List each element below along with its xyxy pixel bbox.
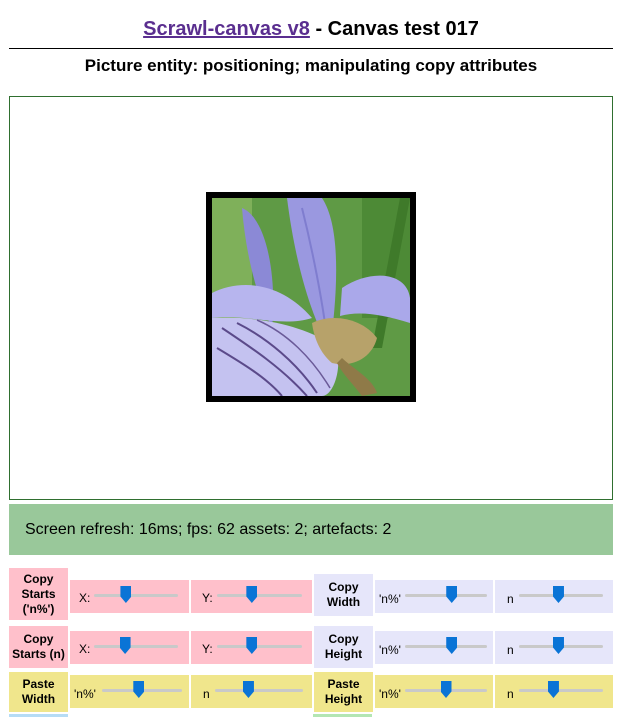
page-title: Scrawl-canvas v8 - Canvas test 017 bbox=[9, 18, 613, 41]
paste-width-pct-cell: 'n%' bbox=[70, 675, 189, 708]
copy-starts-pct-label: Copy Starts ('n%') bbox=[9, 568, 68, 620]
label-line: Paste bbox=[22, 677, 55, 691]
label-line: Starts bbox=[21, 586, 56, 601]
control-row-1: Copy Starts ('n%') X: Y: Copy Width 'n%'… bbox=[9, 568, 613, 620]
paste-width-pct-slider[interactable] bbox=[133, 681, 145, 698]
copy-height-n-label: n bbox=[507, 643, 514, 657]
status-report: Screen refresh: 16ms; fps: 62 assets: 2;… bbox=[9, 504, 613, 555]
copy-height-pct-track[interactable] bbox=[405, 645, 487, 648]
copy-starts-n-y-label: Y: bbox=[202, 642, 213, 656]
copy-starts-pct-y-track[interactable] bbox=[217, 594, 302, 597]
copy-starts-pct-x-label: X: bbox=[79, 591, 91, 605]
copy-width-pct-track[interactable] bbox=[405, 594, 487, 597]
copy-height-pct-label: 'n%' bbox=[379, 643, 401, 657]
paste-height-n-label: n bbox=[507, 687, 514, 701]
scrawl-canvas-link[interactable]: Scrawl-canvas v8 bbox=[143, 18, 310, 40]
copy-width-label: Copy Width bbox=[314, 574, 373, 616]
copy-width-pct-cell: 'n%' bbox=[375, 580, 493, 613]
label-line: Copy bbox=[328, 580, 359, 594]
copy-starts-n-y-track[interactable] bbox=[217, 645, 302, 648]
copy-width-n-slider[interactable] bbox=[552, 586, 564, 603]
page-subtitle: Picture entity: positioning; manipulatin… bbox=[84, 56, 538, 75]
page-title-text: - Canvas test 017 bbox=[309, 18, 479, 40]
copy-height-label: Copy Height bbox=[314, 626, 373, 668]
copy-starts-pct-x-cell: X: bbox=[70, 580, 189, 613]
control-row-3: Paste Width 'n%' n Paste Height 'n%' n bbox=[9, 672, 613, 712]
paste-height-n-cell: n bbox=[495, 675, 613, 708]
copy-starts-n-y-cell: Y: bbox=[191, 631, 312, 664]
picture-entity[interactable] bbox=[206, 192, 416, 402]
copy-starts-n-x-slider[interactable] bbox=[119, 637, 131, 654]
copy-starts-pct-x-track[interactable] bbox=[94, 594, 178, 597]
copy-starts-pct-y-cell: Y: bbox=[191, 580, 312, 613]
next-row-label-edge bbox=[9, 714, 68, 717]
copy-width-n-cell: n bbox=[495, 580, 613, 613]
label-line: Width bbox=[21, 692, 56, 706]
copy-starts-n-y-slider[interactable] bbox=[246, 637, 258, 654]
paste-height-n-track[interactable] bbox=[519, 689, 603, 692]
paste-width-n-cell: n bbox=[191, 675, 312, 708]
iris-flower-image bbox=[212, 198, 410, 396]
copy-starts-n-x-label: X: bbox=[79, 642, 91, 656]
paste-height-pct-slider[interactable] bbox=[440, 681, 452, 698]
copy-starts-pct-y-slider[interactable] bbox=[246, 586, 258, 603]
paste-height-label: Paste Height bbox=[314, 672, 373, 712]
paste-height-pct-cell: 'n%' bbox=[375, 675, 493, 708]
paste-width-label: Paste Width bbox=[9, 672, 68, 712]
label-line: Height bbox=[324, 692, 363, 706]
copy-height-n-slider[interactable] bbox=[552, 637, 564, 654]
paste-width-pct-label: 'n%' bbox=[74, 687, 96, 701]
copy-starts-n-x-track[interactable] bbox=[94, 645, 178, 648]
label-line: Height bbox=[324, 647, 363, 661]
copy-width-n-label: n bbox=[507, 592, 514, 606]
label-line: ('n%') bbox=[22, 601, 55, 616]
label-line: Copy bbox=[328, 632, 359, 646]
paste-width-n-track[interactable] bbox=[215, 689, 303, 692]
next-row-label-edge bbox=[313, 714, 372, 717]
paste-height-n-slider[interactable] bbox=[547, 681, 559, 698]
label-line: Width bbox=[326, 595, 361, 609]
copy-width-pct-slider[interactable] bbox=[446, 586, 458, 603]
copy-starts-n-x-cell: X: bbox=[70, 631, 189, 664]
copy-width-pct-label: 'n%' bbox=[379, 592, 401, 606]
paste-width-n-slider[interactable] bbox=[242, 681, 254, 698]
copy-height-n-cell: n bbox=[495, 631, 613, 664]
label-line: Starts (n) bbox=[12, 647, 65, 661]
paste-height-pct-label: 'n%' bbox=[379, 687, 401, 701]
control-row-2: Copy Starts (n) X: Y: Copy Height 'n%' n bbox=[9, 626, 613, 668]
paste-width-n-label: n bbox=[203, 687, 210, 701]
label-line: Paste bbox=[327, 677, 360, 691]
copy-starts-pct-x-slider[interactable] bbox=[120, 586, 132, 603]
copy-height-pct-slider[interactable] bbox=[446, 637, 458, 654]
demo-canvas[interactable] bbox=[9, 96, 613, 500]
copy-height-pct-cell: 'n%' bbox=[375, 631, 493, 664]
title-divider bbox=[9, 48, 613, 49]
copy-starts-pct-y-label: Y: bbox=[202, 591, 213, 605]
label-line: Copy bbox=[23, 571, 54, 586]
label-line: Copy bbox=[23, 632, 54, 646]
copy-starts-n-label: Copy Starts (n) bbox=[9, 626, 68, 668]
